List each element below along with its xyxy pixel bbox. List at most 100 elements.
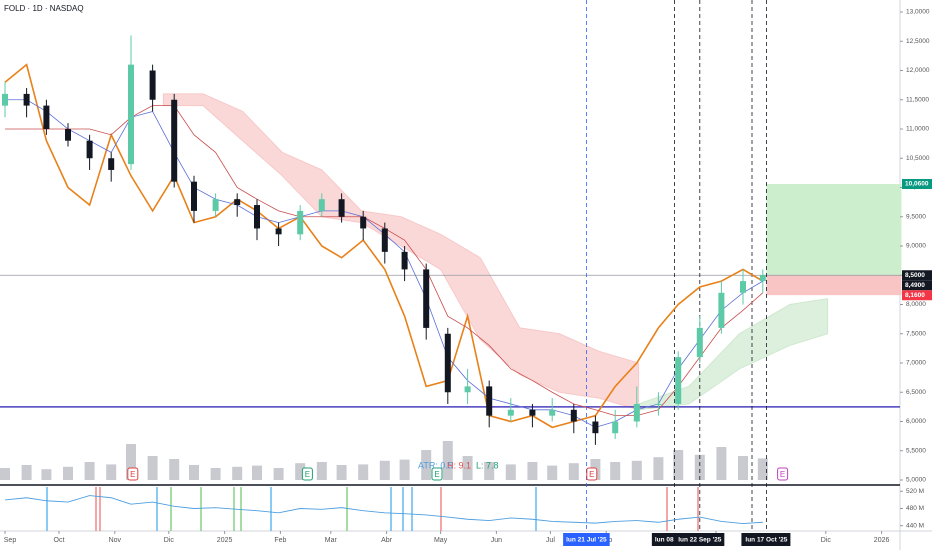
candle-body [86, 140, 93, 159]
y-tick-label: 5,0000 [906, 477, 926, 484]
event-badge [127, 467, 139, 481]
y-tick-label: 8,0000 [906, 301, 926, 308]
y-tick-label: 12,0000 [906, 67, 930, 74]
marker-date-bg [563, 533, 610, 546]
candle-body [549, 409, 556, 416]
candle-body [718, 292, 725, 328]
candle-body [612, 421, 619, 434]
candle-body [171, 99, 178, 182]
volume-bar [421, 450, 432, 480]
signal-stripes [46, 487, 699, 531]
volume-bar [21, 465, 32, 480]
marker-date: lun 17 Oct '25 [742, 533, 791, 546]
candle-body [529, 409, 536, 416]
volume-bar [631, 460, 642, 480]
y-tick-label: 7,0000 [906, 360, 926, 367]
volume-bar [252, 465, 262, 480]
volume-bar [210, 468, 221, 480]
indicator-text: H: 9.1 [447, 460, 471, 470]
event-badge [301, 467, 313, 481]
candle-body [759, 275, 766, 282]
event-label: E [130, 470, 135, 479]
price-badge-label: 10,0600 [905, 181, 929, 188]
volume-bar [484, 462, 495, 480]
volume-bar [379, 460, 390, 480]
volume-bar [232, 466, 243, 480]
volume-bar [189, 465, 199, 480]
marker-date-bg [675, 533, 725, 546]
x-tick-label: 2025 [217, 537, 233, 544]
volume-bar [41, 469, 52, 480]
x-tick-label: Sep [4, 537, 17, 544]
candle-body [633, 403, 640, 422]
volume-bar [738, 456, 748, 480]
price-badge-label: 8,4900 [905, 282, 925, 289]
y-tick-label: 11,0000 [906, 126, 929, 133]
volume-bar [147, 456, 158, 480]
marker-date: lun 21 Jul '25 [563, 533, 610, 546]
lower-tick-label: 440 M [906, 522, 924, 529]
volume-bar [399, 459, 410, 480]
y-tick-label: 13,0000 [906, 9, 930, 16]
chart-title: FOLD · 1D · NASDAQ [4, 4, 84, 13]
marker-date-bg [742, 533, 791, 546]
y-tick-label: 7,5000 [906, 330, 926, 337]
marker-date-label: lun 08 Sep '2 [655, 537, 695, 544]
candle-body [65, 129, 71, 141]
indicator-line [4, 63, 764, 429]
volume-bar [0, 468, 10, 480]
event-badge [586, 467, 598, 481]
lower-tick-label: 520 M [906, 488, 924, 495]
price-badge [902, 178, 932, 189]
candle-body [401, 251, 408, 270]
price-badge [902, 280, 932, 291]
candle-body [592, 421, 599, 434]
candle-body [423, 269, 430, 328]
price-badge-label: 8,5000 [905, 272, 925, 279]
candle-body [234, 199, 241, 206]
candle-body [360, 216, 367, 229]
volume-bar [106, 464, 117, 480]
volume-bar [169, 459, 180, 480]
y-tick-label: 5,5000 [906, 447, 926, 454]
volume-bar [295, 463, 306, 480]
volume-bar [568, 463, 579, 480]
indicator-text: ATR: 0.5 [418, 460, 453, 470]
x-tick-label: Abr [381, 537, 393, 544]
x-tick-label: Feb [274, 537, 286, 544]
candle-body [254, 205, 260, 229]
price-badge [902, 270, 932, 281]
marker-date-label: lun 22 Sep '25 [678, 537, 721, 544]
volume-bar [462, 456, 473, 480]
y-tick-label: 11,5000 [906, 96, 929, 103]
x-tick-label: Jul [546, 537, 555, 544]
candle-body [128, 64, 134, 165]
marker-date-label: lun 17 Oct '25 [745, 537, 787, 544]
volume-bar [63, 466, 73, 480]
volume-bar [84, 462, 95, 480]
candle-body [570, 409, 577, 422]
marker-date-label: lun 21 Jul '25 [566, 537, 607, 544]
event-label: E [780, 470, 785, 479]
candle-body [318, 199, 325, 211]
candle-body [149, 70, 156, 100]
volume-bar [126, 444, 136, 480]
y-tick-label: 10,5000 [906, 155, 930, 162]
volume-bar [505, 464, 516, 480]
event-badge [431, 467, 443, 481]
y-tick-label: 6,0000 [906, 418, 926, 425]
event-badge [777, 467, 789, 481]
target-zone [766, 183, 902, 276]
lower-line [4, 495, 763, 525]
volume-bar [694, 454, 705, 480]
volume-bar [336, 465, 347, 480]
candle-body [2, 93, 8, 106]
y-tick-label: 9,5000 [906, 213, 926, 220]
y-tick-label: 9,0000 [906, 243, 926, 250]
candle-body [507, 409, 514, 416]
lower-tick-label: 480 M [906, 505, 924, 512]
volume-bar [527, 462, 538, 480]
volume-bar [547, 465, 558, 480]
candle-body [444, 333, 451, 393]
indicator-text: L: 7.8 [476, 460, 499, 470]
